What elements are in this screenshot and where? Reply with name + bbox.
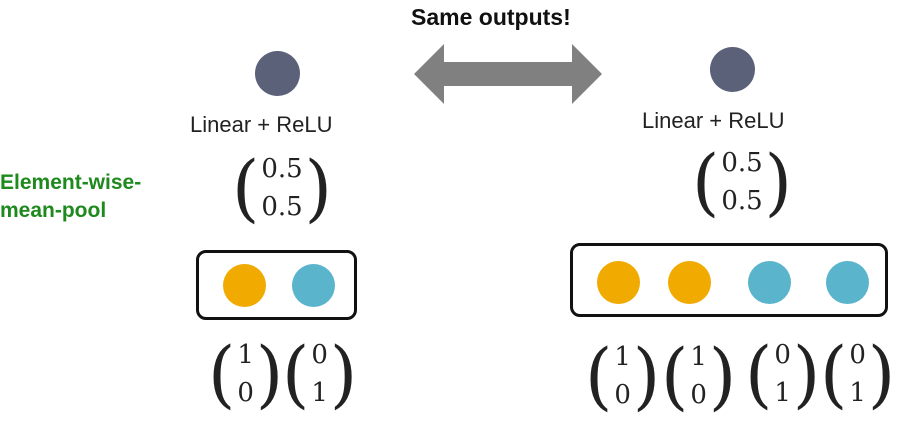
vector-value: 0 <box>237 378 254 408</box>
right-output-value-0: 0.5 <box>721 148 763 178</box>
vector-value: 1 <box>237 340 254 370</box>
vector-value: 1 <box>690 342 707 372</box>
left-input-node-blue <box>292 264 335 307</box>
right-output-vector: ( 0.5 0.5 ) <box>692 138 792 226</box>
left-output-vector: ( 0.5 0.5 ) <box>232 144 332 232</box>
left-output-node <box>255 51 300 96</box>
vector-value: 0 <box>690 380 707 410</box>
pool-label: Element-wise- mean-pool <box>0 169 141 225</box>
right-input-set-box <box>570 243 888 317</box>
vector-value: 1 <box>311 378 328 408</box>
vector-value: 1 <box>614 342 631 372</box>
pool-label-line1: Element-wise- <box>0 171 142 194</box>
vector-value: 0 <box>614 380 631 410</box>
left-input-set-box <box>196 250 357 320</box>
left-layer-label: Linear + ReLU <box>190 112 333 137</box>
left-output-value-1: 0.5 <box>261 192 303 222</box>
vector-value: 1 <box>849 378 866 408</box>
headline-text: Same outputs! <box>411 4 571 30</box>
right-output-value-1: 0.5 <box>721 186 763 216</box>
right-output-node <box>710 47 755 92</box>
right-input-node-blue-2 <box>826 261 869 304</box>
right-input-node-blue-1 <box>748 261 791 304</box>
vector-value: 0 <box>849 340 866 370</box>
vector-value: 0 <box>774 340 791 370</box>
vector-value: 1 <box>774 378 791 408</box>
left-output-value-0: 0.5 <box>261 154 303 184</box>
right-input-node-orange-2 <box>668 261 711 304</box>
right-input-node-orange-1 <box>597 261 640 304</box>
double-arrow-icon <box>414 44 602 104</box>
vector-value: 0 <box>311 340 328 370</box>
right-layer-label: Linear + ReLU <box>642 108 785 133</box>
left-input-node-orange <box>223 264 266 307</box>
pool-label-line2: mean-pool <box>0 199 107 222</box>
